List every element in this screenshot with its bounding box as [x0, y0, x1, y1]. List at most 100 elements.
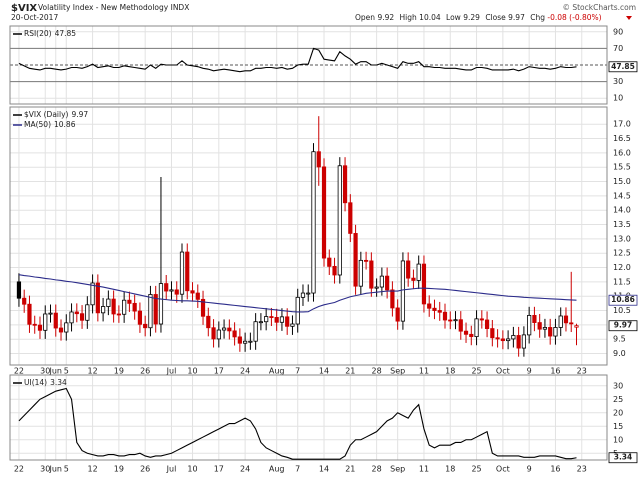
x-tick-label: 11: [419, 367, 429, 376]
x-tick-label: 18: [445, 465, 455, 474]
x-tick-label: 5: [64, 367, 69, 376]
x-tick-label: 19: [114, 465, 124, 474]
candle-body: [279, 316, 285, 323]
candle-body: [179, 251, 185, 295]
candle-body: [253, 321, 258, 342]
x-tick-label: 21: [345, 465, 355, 474]
candle-body: [185, 251, 190, 292]
x-tick-label: Jun: [49, 367, 63, 376]
x-tick-label: 9: [527, 465, 532, 474]
candle-body: [16, 281, 22, 299]
x-tick-label: 14: [319, 465, 329, 474]
last-value-box: [608, 294, 638, 306]
x-tick-label: 28: [372, 367, 382, 376]
x-tick-label: 16: [550, 465, 560, 474]
x-tick-label: 19: [114, 367, 124, 376]
y-tick-label: 30: [613, 77, 623, 86]
candle-body: [574, 325, 579, 328]
candle-body: [153, 294, 158, 325]
candle-body: [506, 338, 511, 342]
y-tick-label: 12.0: [613, 263, 631, 272]
x-tick-label: Jul: [166, 465, 177, 474]
x-tick-label: 24: [240, 465, 250, 474]
candle-body: [442, 311, 448, 321]
y-tick-label: 25: [613, 395, 623, 404]
candle-body: [116, 313, 121, 316]
x-tick-label: 23: [577, 465, 587, 474]
x-tick-label: 16: [550, 367, 560, 376]
y-tick-label: 10.5: [613, 306, 631, 315]
candle-body: [58, 327, 64, 333]
candle-body: [64, 322, 69, 333]
y-tick-label: 30: [613, 381, 623, 390]
candle-body: [195, 292, 200, 300]
x-tick-label: 24: [240, 367, 250, 376]
candle-body: [132, 302, 137, 312]
x-tick-label: Sep: [390, 367, 405, 376]
x-tick-label: 7: [295, 465, 300, 474]
candle-body: [542, 327, 548, 330]
candle-body: [358, 259, 363, 287]
legend-name: RSI(20): [24, 29, 52, 38]
candle-body: [221, 327, 227, 331]
credit: © StockCharts.com: [562, 3, 636, 12]
candle-body: [563, 315, 569, 324]
candle-body: [43, 313, 48, 331]
candle-body: [32, 323, 37, 326]
candle-body: [248, 340, 253, 343]
candle-body: [558, 315, 563, 328]
candle-body: [137, 310, 143, 325]
y-tick-label: 11.5: [613, 277, 631, 286]
x-tick-label: Aug: [269, 465, 285, 474]
last-value-box: [608, 61, 638, 73]
last-value-label: 47.85: [611, 62, 635, 71]
close-value: 9.97: [508, 13, 525, 22]
last-value-box: [608, 452, 638, 464]
candle-body: [437, 310, 442, 313]
candle-body: [285, 316, 290, 327]
candle-body: [363, 259, 369, 262]
candle-body: [53, 312, 58, 329]
chg-label: Chg: [530, 13, 545, 22]
candle-body: [174, 289, 179, 295]
x-tick-label: Oct: [496, 465, 510, 474]
x-tick-label: 22: [14, 367, 24, 376]
candle-body: [416, 263, 421, 281]
candle-body: [95, 282, 100, 314]
y-tick-label: 13.0: [613, 234, 631, 243]
x-tick-label: 17: [214, 367, 224, 376]
candle-body: [169, 289, 174, 292]
candle-body: [353, 233, 358, 287]
x-tick-label: 21: [345, 367, 355, 376]
candle-body: [474, 318, 479, 338]
y-tick-label: 20: [613, 408, 623, 417]
x-tick-label: 12: [87, 465, 97, 474]
x-tick-label: Jun: [49, 465, 63, 474]
close-label: Close: [485, 13, 506, 22]
candle-body: [495, 337, 500, 340]
panel-frame: [9, 374, 608, 461]
candle-body: [406, 260, 411, 279]
candle-body: [390, 289, 395, 309]
y-tick-label: 15.0: [613, 177, 631, 186]
candle-body: [427, 303, 432, 309]
y-tick-label: 14.0: [613, 206, 631, 215]
candle-body: [200, 298, 206, 317]
candle-body: [295, 296, 300, 325]
candle-body: [448, 319, 453, 322]
candle-body: [385, 275, 390, 291]
legend-name: $VIX (Daily): [24, 110, 69, 119]
last-value-label: 9.97: [614, 321, 633, 330]
candle-body: [458, 319, 463, 332]
y-tick-label: 9.0: [613, 349, 626, 358]
candle-body: [569, 322, 574, 325]
y-tick-label: 15.5: [613, 163, 631, 172]
candle-body: [143, 323, 148, 329]
x-tick-label: 5: [64, 465, 69, 474]
y-tick-label: 16.5: [613, 134, 631, 143]
candle-body: [111, 298, 116, 315]
low-value: 9.29: [463, 13, 480, 22]
candle-body: [553, 327, 558, 337]
symbol: $VIX: [11, 3, 37, 14]
